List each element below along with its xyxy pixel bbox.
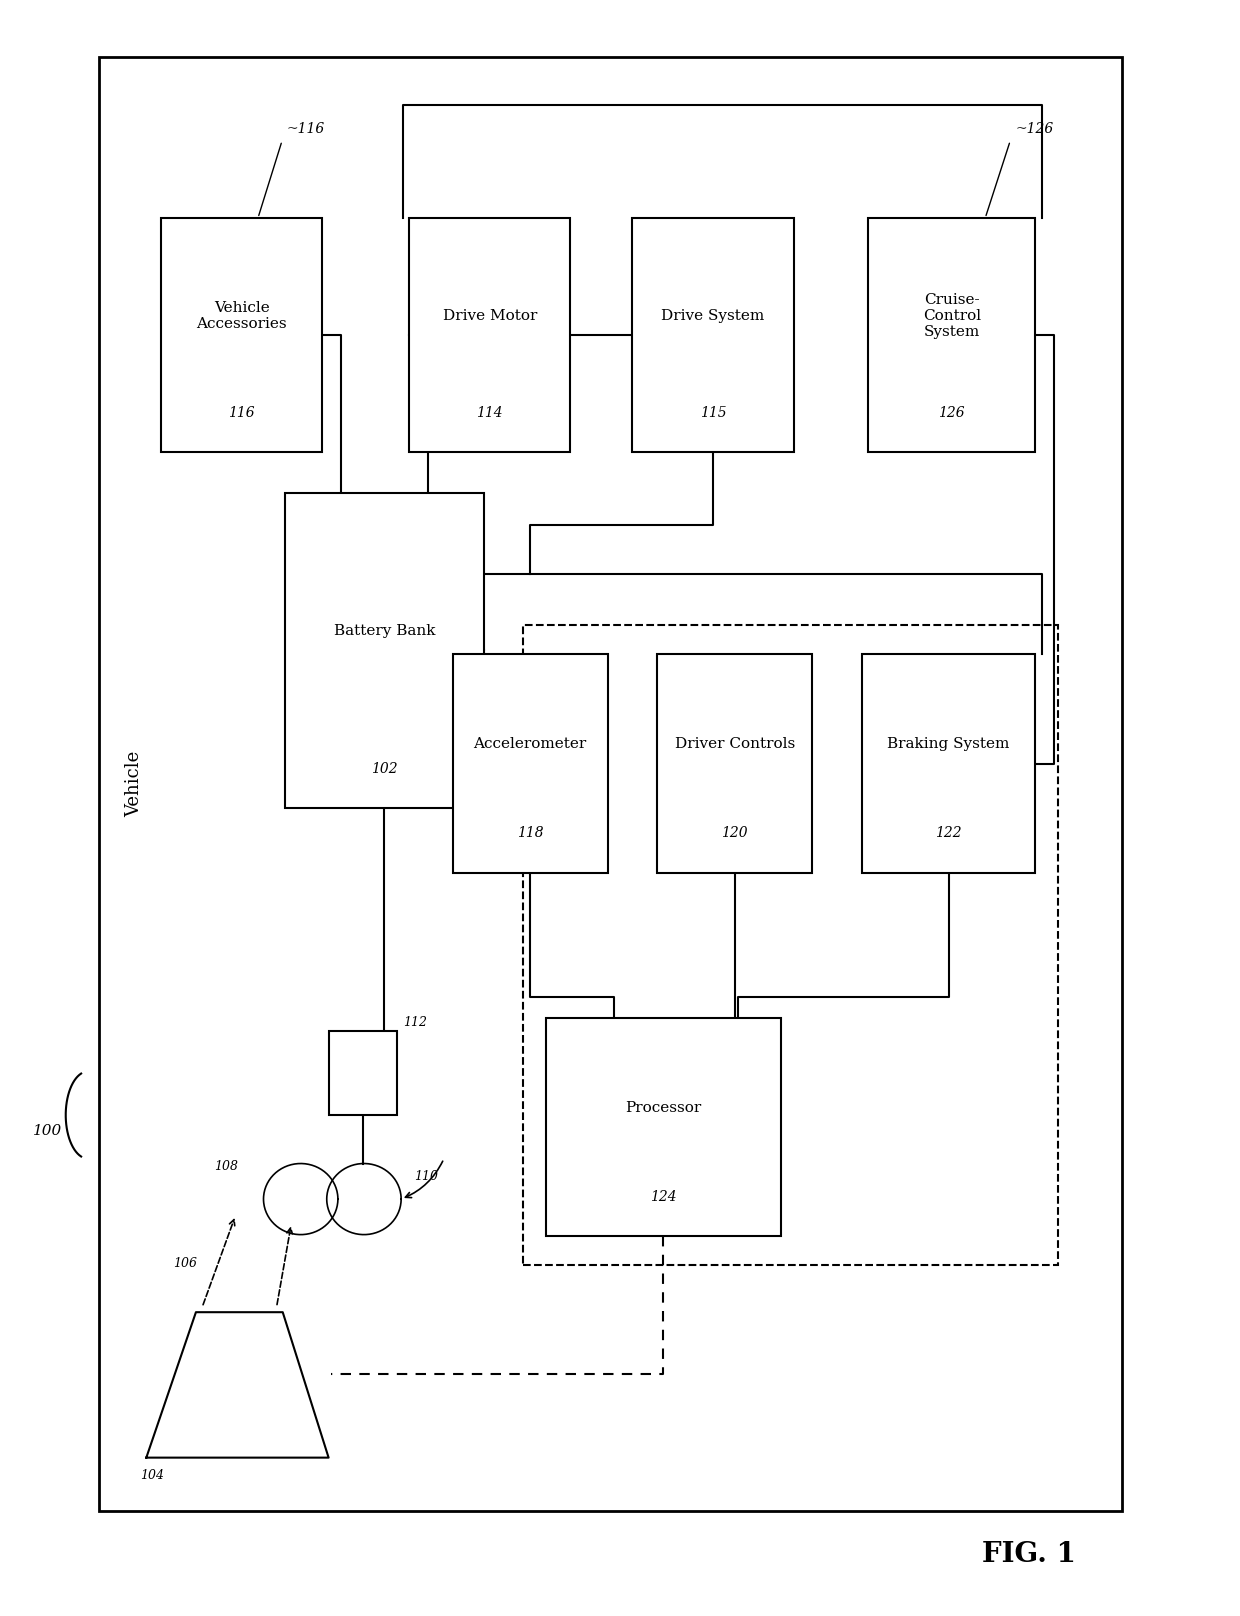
Polygon shape [146,1312,329,1458]
Bar [285,493,484,808]
Bar [453,654,608,873]
Text: Processor: Processor [625,1100,702,1115]
Text: Cruise-
Control
System: Cruise- Control System [923,292,981,339]
Bar [657,654,812,873]
Text: 126: 126 [939,406,965,420]
Text: 124: 124 [650,1189,677,1204]
Bar [161,218,322,452]
Text: 110: 110 [414,1170,438,1183]
Text: Battery Bank: Battery Bank [334,624,435,638]
Text: Drive System: Drive System [661,309,765,323]
Text: ~116: ~116 [286,121,325,136]
Text: 120: 120 [722,826,748,840]
Text: 100: 100 [32,1125,62,1138]
Text: Drive Motor: Drive Motor [443,309,537,323]
Text: 116: 116 [228,406,255,420]
Bar [862,654,1035,873]
Text: 104: 104 [140,1469,164,1482]
Bar [329,1031,397,1115]
Text: 106: 106 [174,1257,197,1270]
Text: Vehicle
Accessories: Vehicle Accessories [196,301,288,331]
Text: Driver Controls: Driver Controls [675,737,795,751]
Text: 112: 112 [403,1016,427,1029]
Text: 114: 114 [476,406,503,420]
Bar [99,57,1122,1511]
Text: 102: 102 [371,761,398,776]
Bar [632,218,794,452]
Text: Vehicle: Vehicle [125,751,143,816]
Text: FIG. 1: FIG. 1 [982,1542,1076,1568]
Bar [409,218,570,452]
Text: Accelerometer: Accelerometer [474,737,587,751]
Bar [546,1018,781,1236]
Bar [523,625,1058,1265]
Text: Braking System: Braking System [888,737,1009,751]
Text: 115: 115 [699,406,727,420]
Text: 118: 118 [517,826,543,840]
Text: 108: 108 [215,1160,238,1173]
Text: 122: 122 [935,826,962,840]
Text: ~126: ~126 [1016,121,1054,136]
Bar [868,218,1035,452]
